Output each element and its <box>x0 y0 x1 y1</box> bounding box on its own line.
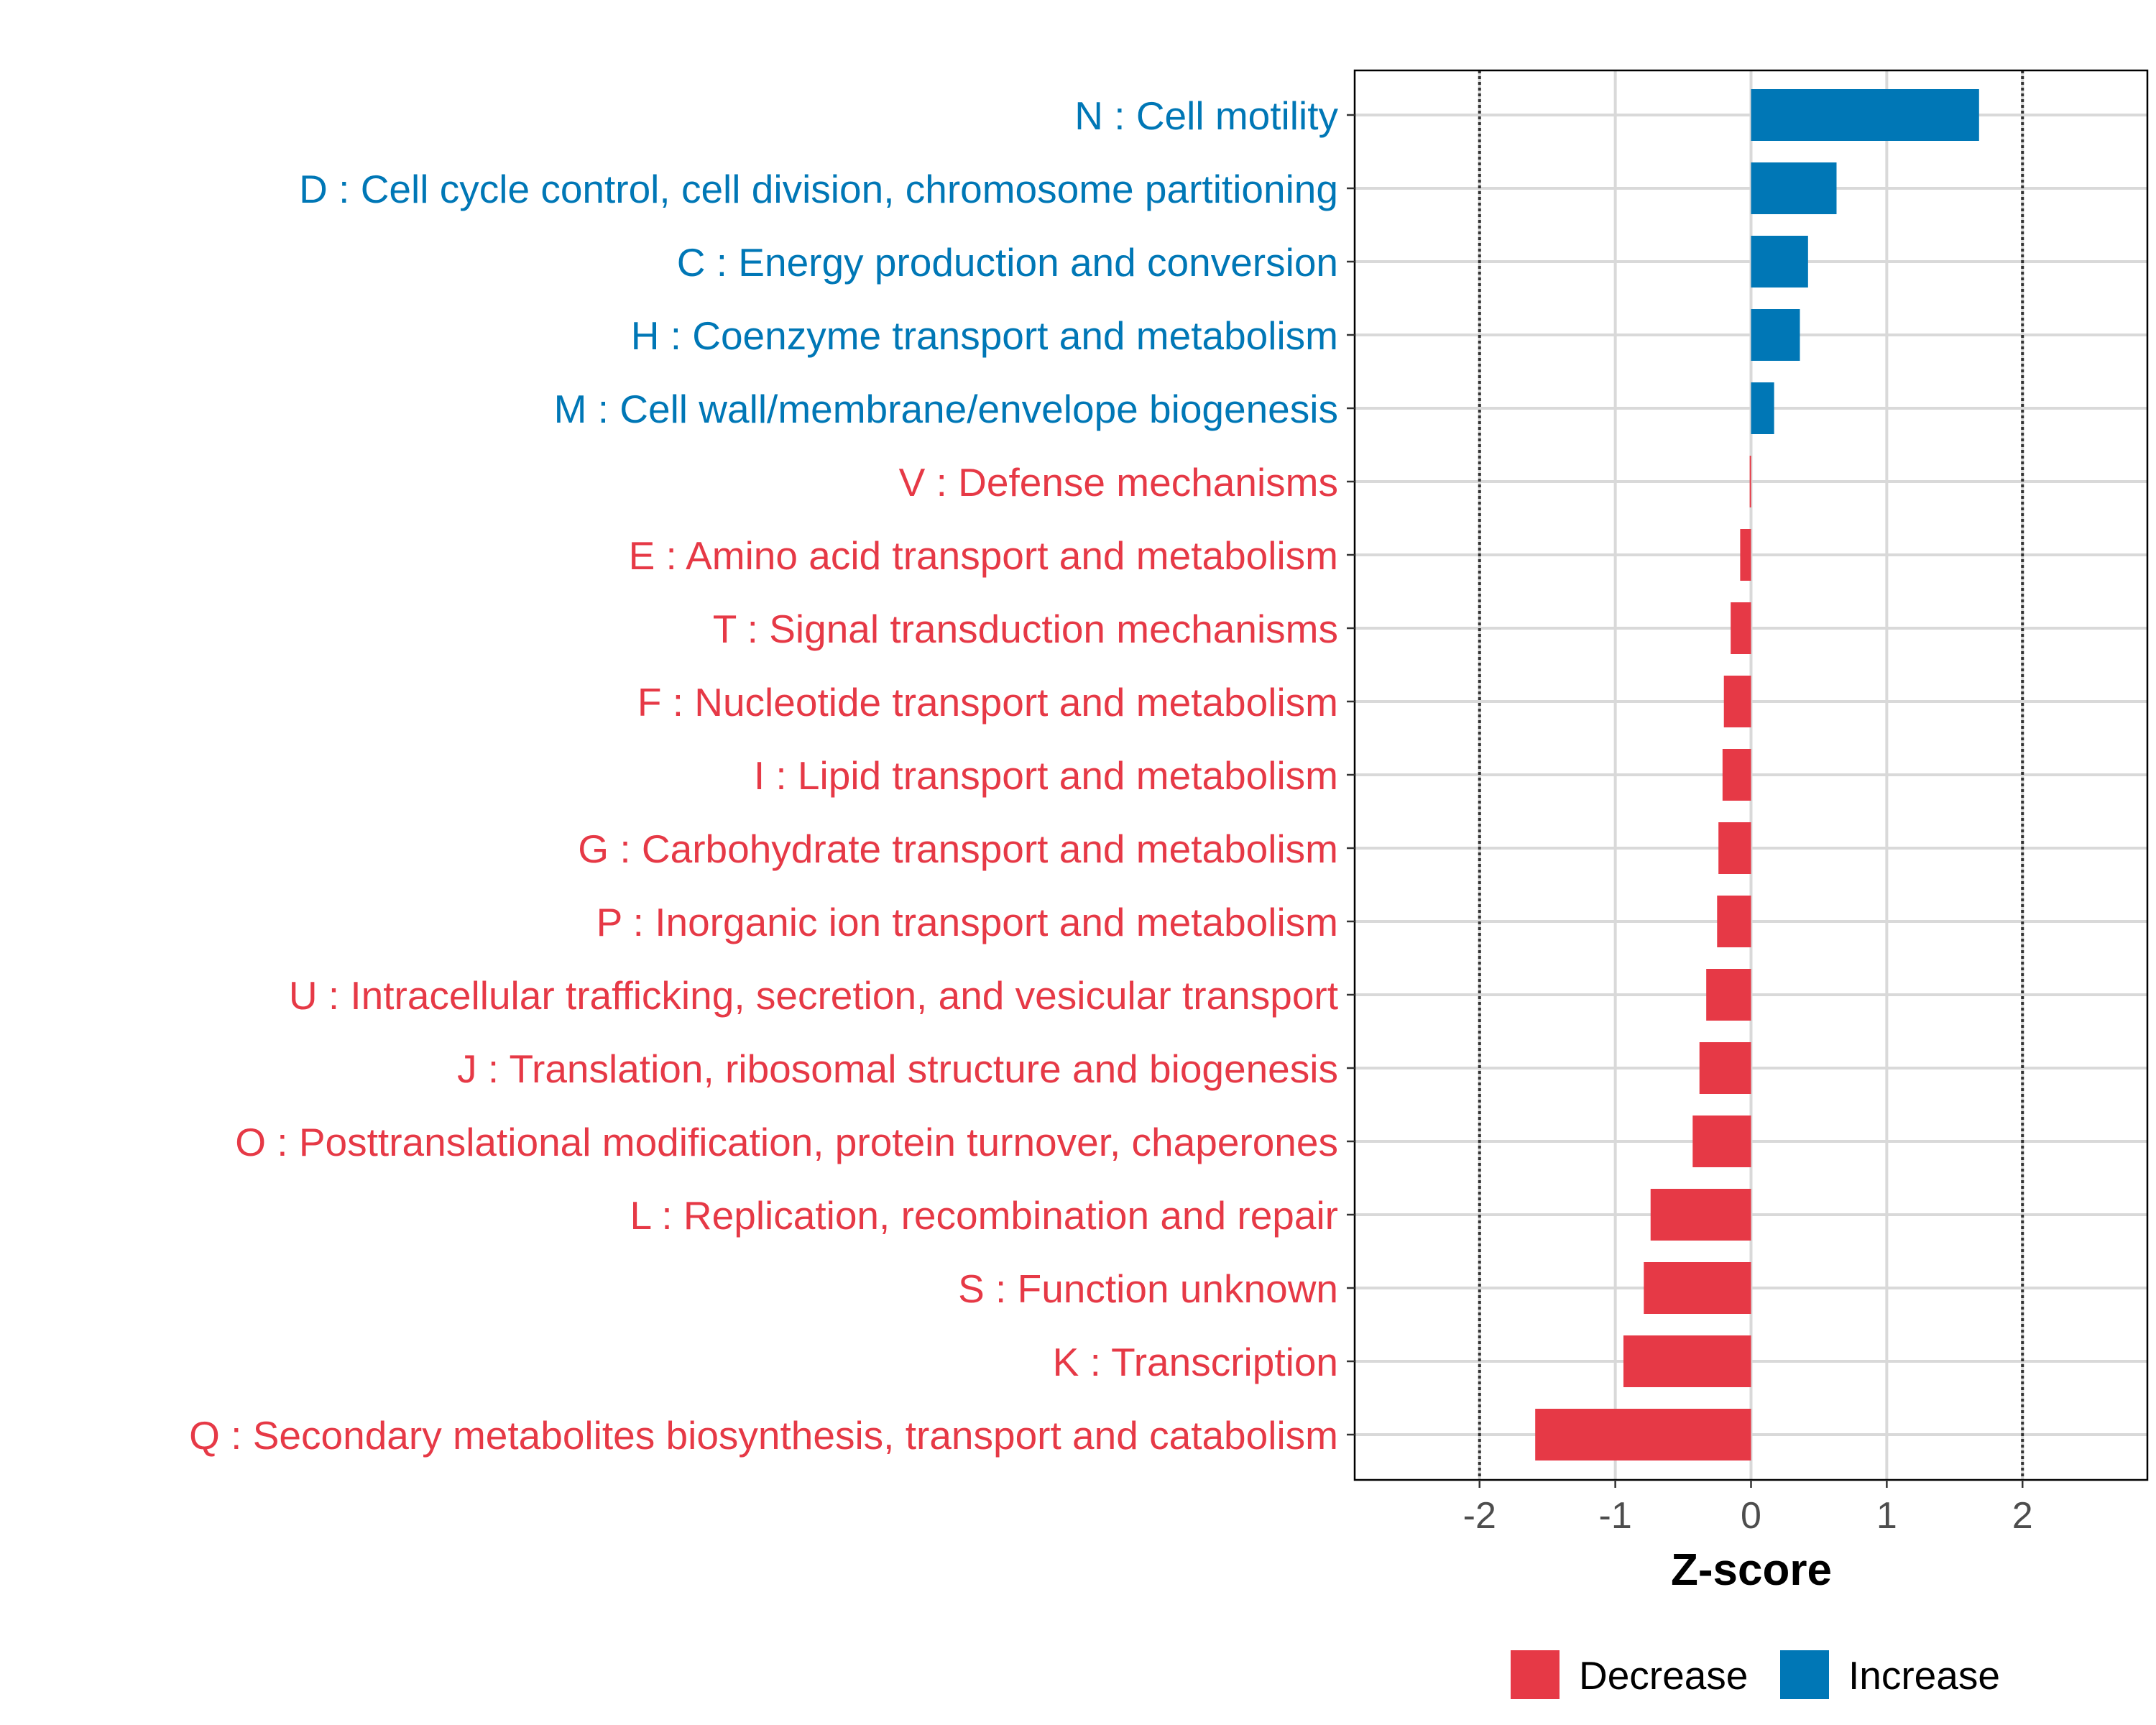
reference-lines <box>1478 70 2024 1480</box>
x-tick-label: -2 <box>1463 1495 1496 1537</box>
legend-swatch-increase <box>1780 1650 1829 1699</box>
y-category-label: K : Transcription <box>1053 1340 1338 1384</box>
y-category-label: E : Amino acid transport and metabolism <box>629 533 1338 578</box>
y-category-label: J : Translation, ribosomal structure and… <box>457 1046 1338 1091</box>
bars <box>1535 89 1979 1460</box>
legend-label-increase: Increase <box>1848 1653 2000 1698</box>
x-tick-label: 1 <box>1876 1495 1897 1537</box>
bar <box>1699 1042 1751 1094</box>
bar <box>1718 822 1751 874</box>
bar <box>1706 969 1751 1021</box>
y-category-label: G : Carbohydrate transport and metabolis… <box>578 827 1338 871</box>
y-category-label: F : Nucleotide transport and metabolism <box>637 680 1338 724</box>
bar <box>1723 676 1751 727</box>
y-category-label: U : Intracellular trafficking, secretion… <box>289 973 1338 1018</box>
bar <box>1740 529 1751 581</box>
bar <box>1751 382 1774 434</box>
y-category-label: T : Signal transduction mechanisms <box>713 607 1338 651</box>
x-axis-title: Z-score <box>1671 1545 1832 1595</box>
bar <box>1650 1189 1751 1241</box>
y-category-label: N : Cell motility <box>1074 93 1338 138</box>
bar <box>1751 89 1979 141</box>
bar <box>1722 749 1751 801</box>
x-axis-ticks: -2 -1 0 1 2 <box>1463 1480 2033 1537</box>
y-category-label: M : Cell wall/membrane/envelope biogenes… <box>554 387 1338 431</box>
x-tick-label: 0 <box>1741 1495 1761 1537</box>
y-axis-category-labels: N : Cell motility D : Cell cycle control,… <box>189 93 1338 1458</box>
y-category-label: I : Lipid transport and metabolism <box>754 753 1338 798</box>
bar <box>1751 162 1837 214</box>
y-category-label: O : Posttranslational modification, prot… <box>235 1120 1338 1164</box>
legend: Decrease Increase <box>1511 1650 2000 1699</box>
bar <box>1692 1116 1751 1167</box>
bar <box>1623 1335 1751 1387</box>
y-category-label: L : Replication, recombination and repai… <box>630 1193 1338 1238</box>
legend-label-decrease: Decrease <box>1579 1653 1748 1698</box>
y-category-label: S : Function unknown <box>958 1266 1338 1311</box>
legend-swatch-decrease <box>1511 1650 1560 1699</box>
y-category-label: D : Cell cycle control, cell division, c… <box>299 167 1338 211</box>
bar <box>1535 1409 1751 1460</box>
bar <box>1644 1262 1751 1314</box>
bar <box>1731 602 1751 654</box>
y-category-label: Q : Secondary metabolites biosynthesis, … <box>189 1413 1338 1458</box>
x-tick-label: 2 <box>2012 1495 2033 1537</box>
x-tick-label: -1 <box>1599 1495 1632 1537</box>
y-category-label: C : Energy production and conversion <box>677 240 1338 285</box>
y-category-label: V : Defense mechanisms <box>899 460 1338 505</box>
bar <box>1749 456 1751 507</box>
bar <box>1751 309 1800 361</box>
bar <box>1751 236 1808 288</box>
y-axis-ticks <box>1347 114 1355 1436</box>
y-category-label: P : Inorganic ion transport and metaboli… <box>596 900 1338 944</box>
bar <box>1717 896 1751 947</box>
y-category-label: H : Coenzyme transport and metabolism <box>631 313 1338 358</box>
